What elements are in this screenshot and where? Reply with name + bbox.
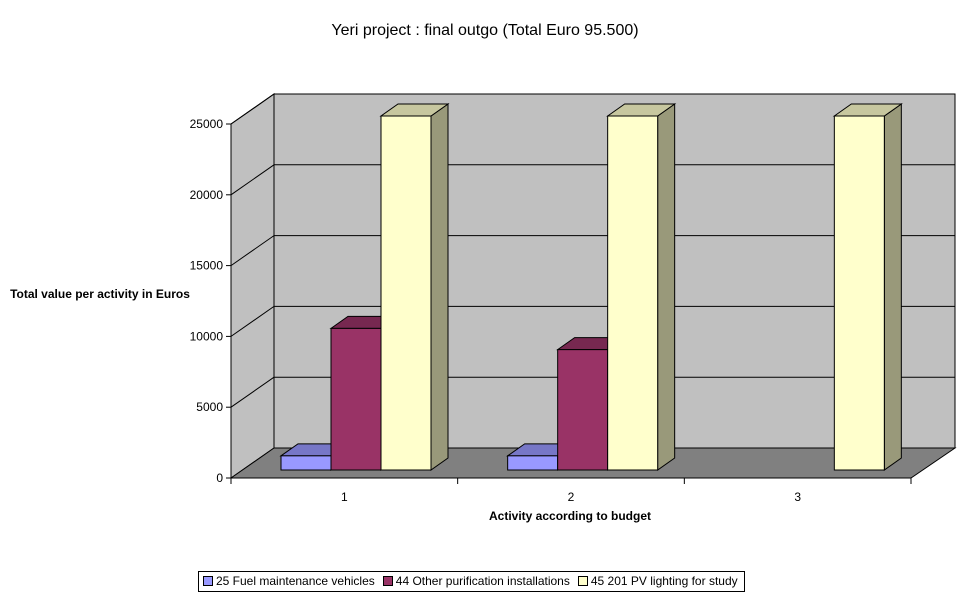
- chart-title: Yeri project : final outgo (Total Euro 9…: [331, 22, 639, 39]
- bar-3-series-3-side: [883, 103, 902, 471]
- x-tick-label: 3: [794, 490, 801, 504]
- legend-swatch-fuel: [203, 576, 213, 586]
- gridline-side: [230, 235, 275, 267]
- bar-2-series-1: [507, 455, 559, 471]
- y-tick-label: 5000: [196, 400, 223, 414]
- y-tick-label: 10000: [190, 329, 224, 343]
- legend-swatch-pv-lighting: [577, 576, 588, 586]
- legend-item-purification: 44 Other purification installations: [382, 574, 570, 588]
- legend-label-fuel: 25 Fuel maintenance vehicles: [216, 574, 375, 588]
- y-tick-label: 20000: [190, 188, 224, 202]
- x-tick-label: 2: [568, 490, 575, 504]
- y-axis-label: Total value per activity in Euros: [10, 287, 190, 301]
- legend-label-purification: 44 Other purification installations: [395, 574, 570, 588]
- legend: 25 Fuel maintenance vehicles 44 Other pu…: [198, 571, 745, 592]
- legend-swatch-purification: [382, 576, 393, 586]
- legend-label-pv-lighting: 45 201 PV lighting for study: [590, 574, 738, 588]
- bar-2-series-3: [607, 115, 659, 471]
- x-axis-label: Activity according to budget: [488, 509, 651, 523]
- side-wall: [230, 93, 275, 479]
- gridline-side: [230, 376, 275, 408]
- bar-2-series-3-side: [657, 103, 676, 471]
- gridline-side: [230, 93, 275, 125]
- x-tick-label: 1: [341, 490, 348, 504]
- bar-1-series-3-side: [430, 103, 449, 471]
- gridline-side: [230, 305, 275, 337]
- bar-1-series-1: [280, 455, 332, 471]
- legend-item-pv-lighting: 45 201 PV lighting for study: [577, 574, 738, 588]
- bar-3-series-3: [833, 115, 885, 471]
- y-tick-label: 0: [216, 471, 223, 485]
- bar-1-series-3: [380, 115, 432, 471]
- bar-1-series-2: [330, 327, 382, 471]
- y-tick-label: 25000: [190, 117, 224, 131]
- legend-item-fuel: 25 Fuel maintenance vehicles: [203, 574, 375, 588]
- bar-2-series-2: [557, 349, 609, 471]
- y-tick-label: 15000: [190, 259, 224, 273]
- gridline-side: [230, 164, 275, 196]
